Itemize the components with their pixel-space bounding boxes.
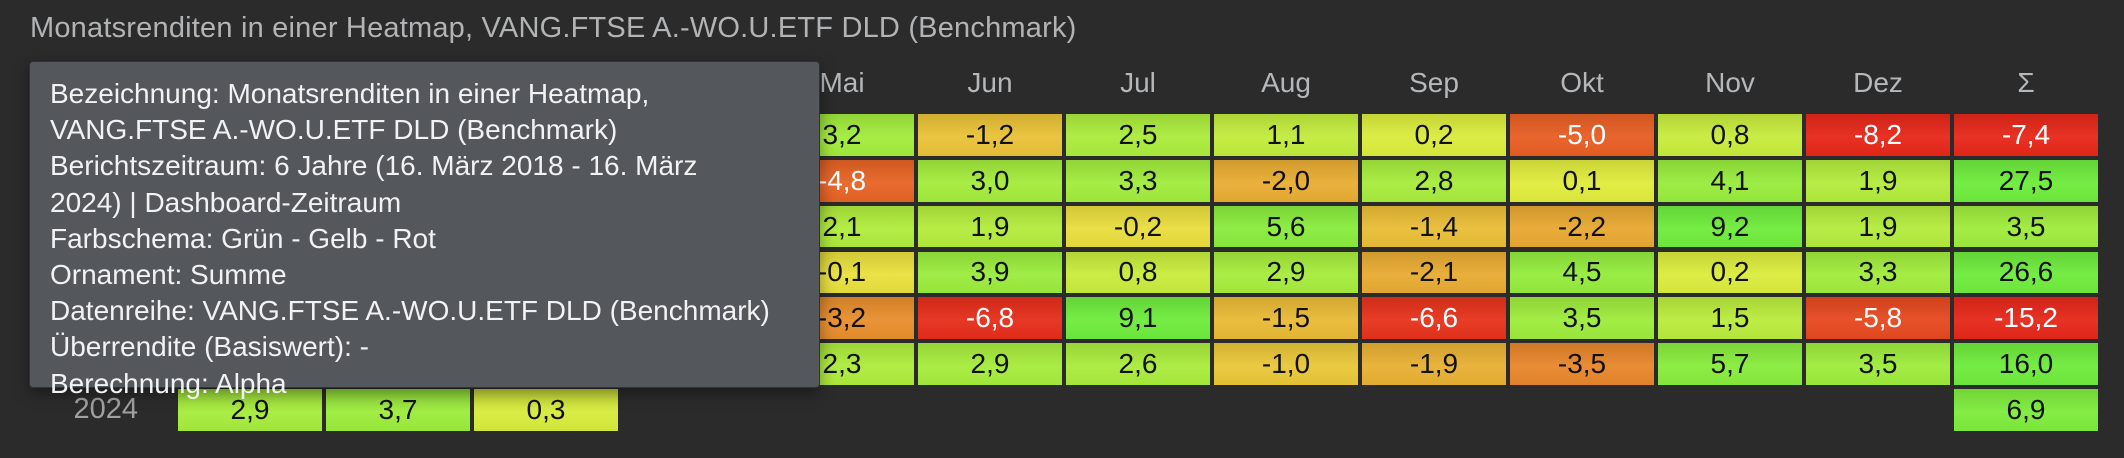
tooltip-line: Farbschema: Grün - Gelb - Rot xyxy=(50,222,436,254)
tooltip-line: Überrendite (Basiswert): - xyxy=(50,331,369,363)
column-header-aug: Aug xyxy=(1261,67,1311,98)
heatmap-cell[interactable]: 0,2 xyxy=(1362,114,1506,156)
heatmap-sum-cell[interactable]: 26,6 xyxy=(1954,251,2098,294)
column-header-jul: Jul xyxy=(1120,67,1156,98)
column-header-mai: Mai xyxy=(819,67,865,98)
heatmap-sum-cell[interactable]: -15,2 xyxy=(1954,297,2098,339)
heatmap-sum-cell[interactable]: 6,9 xyxy=(1954,389,2098,431)
column-header-sep: Sep xyxy=(1409,67,1459,98)
heatmap-cell[interactable]: 5,6 xyxy=(1214,205,1358,248)
heatmap-cell[interactable]: 9,1 xyxy=(1066,297,1210,339)
heatmap-cell[interactable]: 3,5 xyxy=(1510,297,1654,339)
heatmap-cell-empty xyxy=(918,389,1062,431)
heatmap-cell[interactable]: -5,8 xyxy=(1806,297,1950,339)
tooltip-line: VANG.FTSE A.-WO.U.ETF DLD (Benchmark) xyxy=(50,114,618,146)
heatmap-cell[interactable]: 2,5 xyxy=(1066,114,1210,156)
tooltip: Bezeichnung: Monatsrenditen in einer Hea… xyxy=(29,61,820,399)
heatmap-cell[interactable]: 9,2 xyxy=(1658,205,1802,248)
heatmap-cell[interactable]: -2,2 xyxy=(1510,205,1654,248)
heatmap-cell[interactable]: -1,9 xyxy=(1362,343,1506,385)
heatmap-cell[interactable]: 4,1 xyxy=(1658,160,1802,202)
heatmap-cell-empty xyxy=(1806,389,1950,431)
heatmap-cell-empty xyxy=(1658,389,1802,431)
heatmap-cell[interactable]: 0,8 xyxy=(1066,251,1210,294)
heatmap-cell[interactable]: 3,0 xyxy=(918,160,1062,202)
heatmap-cell[interactable]: -8,2 xyxy=(1806,114,1950,156)
heatmap-cell[interactable]: 4,5 xyxy=(1510,251,1654,294)
tooltip-line: Ornament: Summe xyxy=(50,259,287,291)
heatmap-cell[interactable]: 3,3 xyxy=(1806,251,1950,294)
heatmap-grid: Mai Jun Jul Aug Sep Okt Nov Dez Σ 3,2 -1,2 2,5 1,1 0,… xyxy=(0,56,2098,431)
heatmap-cell[interactable]: -2,0 xyxy=(1214,160,1358,202)
tooltip-line: Bezeichnung: Monatsrenditen in einer Hea… xyxy=(50,78,650,109)
chart-title: Monatsrenditen in einer Heatmap, VANG.FT… xyxy=(30,12,1077,44)
heatmap-cell[interactable]: -1,2 xyxy=(918,114,1062,156)
heatmap-cell[interactable]: 2,9 xyxy=(918,343,1062,385)
heatmap-cell[interactable]: 3,7 xyxy=(326,389,470,431)
heatmap-cell[interactable]: 1,9 xyxy=(918,205,1062,248)
heatmap-cell[interactable]: -6,6 xyxy=(1362,297,1506,339)
column-header-okt: Okt xyxy=(1560,67,1604,98)
tooltip-line: 2024) | Dashboard-Zeitraum xyxy=(50,186,402,218)
heatmap-cell-empty xyxy=(1066,389,1210,431)
heatmap-cell[interactable]: 1,9 xyxy=(1806,205,1950,248)
heatmap-cell[interactable]: 2,9 xyxy=(1214,251,1358,294)
heatmap-cell[interactable]: 3,9 xyxy=(918,251,1062,294)
column-header-jun: Jun xyxy=(967,67,1013,98)
heatmap-cell[interactable]: 2,6 xyxy=(1066,343,1210,385)
heatmap-cell[interactable]: 2,9 xyxy=(178,389,322,431)
heatmap-cell[interactable]: -1,5 xyxy=(1214,297,1358,339)
heatmap-cell[interactable]: 3,5 xyxy=(1806,343,1950,385)
heatmap-cell[interactable]: 0,8 xyxy=(1658,114,1802,156)
tooltip-line: Berichtszeitraum: 6 Jahre (16. März 2018… xyxy=(50,150,698,182)
heatmap-sum-cell[interactable]: 3,5 xyxy=(1954,205,2098,248)
column-header-σ: Σ xyxy=(2017,67,2035,98)
tooltip-line: Berechnung: Alpha xyxy=(50,367,287,399)
heatmap-cell[interactable]: 1,1 xyxy=(1214,114,1358,156)
heatmap-cell[interactable]: 2,8 xyxy=(1362,160,1506,202)
heatmap-cell[interactable]: 0,3 xyxy=(474,389,618,431)
heatmap-cell-empty xyxy=(1362,389,1506,431)
heatmap-cell[interactable]: -1,4 xyxy=(1362,205,1506,248)
heatmap-cell[interactable]: -0,2 xyxy=(1066,205,1210,248)
heatmap-sum-cell[interactable]: 27,5 xyxy=(1954,160,2098,202)
heatmap-cell-empty xyxy=(1214,389,1358,431)
heatmap-cell-empty xyxy=(1510,389,1654,431)
row-label-2024: 2024 xyxy=(73,393,138,426)
heatmap-cell[interactable]: 5,7 xyxy=(1658,343,1802,385)
column-header-nov: Nov xyxy=(1705,67,1755,98)
heatmap-cell[interactable]: -2,1 xyxy=(1362,251,1506,294)
heatmap-cell[interactable]: 3,3 xyxy=(1066,160,1210,202)
heatmap-cell[interactable]: -5,0 xyxy=(1510,114,1654,156)
heatmap-cell[interactable]: 0,2 xyxy=(1658,251,1802,294)
heatmap-sum-cell[interactable]: 16,0 xyxy=(1954,343,2098,385)
heatmap-cell[interactable]: 0,1 xyxy=(1510,160,1654,202)
column-header-dez: Dez xyxy=(1853,67,1903,98)
heatmap-cell[interactable]: -6,8 xyxy=(918,297,1062,339)
heatmap-cell[interactable]: -1,0 xyxy=(1214,343,1358,385)
heatmap-cell[interactable]: 1,5 xyxy=(1658,297,1802,339)
heatmap-cell[interactable]: 1,9 xyxy=(1806,160,1950,202)
tooltip-line: Datenreihe: VANG.FTSE A.-WO.U.ETF DLD (B… xyxy=(50,295,770,327)
heatmap-cell[interactable]: -3,5 xyxy=(1510,343,1654,385)
heatmap-sum-cell[interactable]: -7,4 xyxy=(1954,114,2098,156)
